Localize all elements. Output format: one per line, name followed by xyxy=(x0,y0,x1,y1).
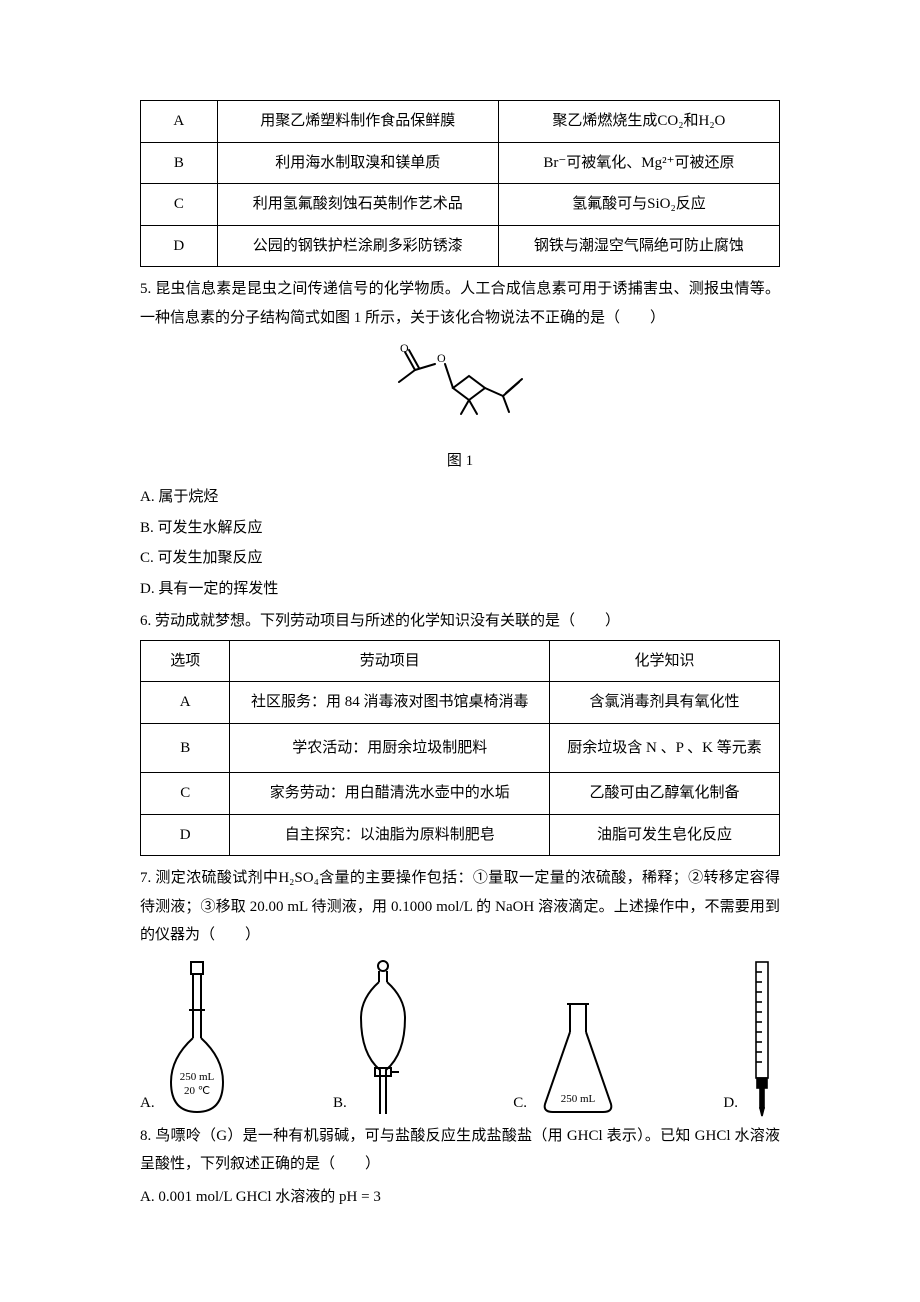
th-opt: 选项 xyxy=(141,640,230,682)
cell-opt: D xyxy=(141,225,218,267)
cell-opt: D xyxy=(141,814,230,856)
opt-letter-c: C. xyxy=(513,1089,527,1118)
q7-opt-d: D. xyxy=(723,958,780,1118)
table-q4: A 用聚乙烯塑料制作食品保鲜膜 聚乙烯燃烧生成CO₂和H₂O B 利用海水制取溴… xyxy=(140,100,780,267)
cell-opt: B xyxy=(141,723,230,773)
opt-letter-a: A. xyxy=(140,1089,155,1118)
volumetric-flask-icon: 250 mL 20 ℃ xyxy=(161,958,233,1118)
q7-opt-b: B. xyxy=(333,958,413,1118)
cell-right: 钢铁与潮湿空气隔绝可防止腐蚀 xyxy=(498,225,779,267)
opt-letter-d: D. xyxy=(723,1089,738,1118)
cell-right: 含氯消毒剂具有氧化性 xyxy=(549,682,779,724)
q5-opt-d: D. 具有一定的挥发性 xyxy=(140,575,780,604)
cell-right: 乙酸可由乙醇氧化制备 xyxy=(549,773,779,815)
cell-right: 厨余垃圾含 N 、P 、K 等元素 xyxy=(549,723,779,773)
table-header-row: 选项 劳动项目 化学知识 xyxy=(141,640,780,682)
cell-left: 自主探究：以油脂为原料制肥皂 xyxy=(230,814,550,856)
svg-text:O: O xyxy=(437,351,446,365)
conical-flask-icon: 250 mL xyxy=(533,998,623,1118)
table-row: B 利用海水制取溴和镁单质 Br⁻可被氧化、Mg²⁺可被还原 xyxy=(141,142,780,184)
table-row: A 用聚乙烯塑料制作食品保鲜膜 聚乙烯燃烧生成CO₂和H₂O xyxy=(141,101,780,143)
page: A 用聚乙烯塑料制作食品保鲜膜 聚乙烯燃烧生成CO₂和H₂O B 利用海水制取溴… xyxy=(0,0,920,1273)
table-row: D 公园的钢铁护栏涂刷多彩防锈漆 钢铁与潮湿空气隔绝可防止腐蚀 xyxy=(141,225,780,267)
cell-left: 家务劳动：用白醋清洗水壶中的水垢 xyxy=(230,773,550,815)
q8-stem: 8. 鸟嘌呤（G）是一种有机弱碱，可与盐酸反应生成盐酸盐（用 GHCl 表示）。… xyxy=(140,1122,780,1179)
flask-a-line1: 250 mL xyxy=(179,1071,214,1083)
cell-left: 利用氢氟酸刻蚀石英制作艺术品 xyxy=(217,184,498,226)
q5-stem: 5. 昆虫信息素是昆虫之间传递信号的化学物质。人工合成信息素可用于诱捕害虫、测报… xyxy=(140,275,780,332)
table-row: C 家务劳动：用白醋清洗水壶中的水垢 乙酸可由乙醇氧化制备 xyxy=(141,773,780,815)
th-right: 化学知识 xyxy=(549,640,779,682)
cell-left: 用聚乙烯塑料制作食品保鲜膜 xyxy=(217,101,498,143)
q5-opt-c: C. 可发生加聚反应 xyxy=(140,544,780,573)
q7-options-row: A. 250 mL 20 ℃ B. xyxy=(140,958,780,1118)
table-q6: 选项 劳动项目 化学知识 A 社区服务：用 84 消毒液对图书馆桌椅消毒 含氯消… xyxy=(140,640,780,857)
q8-opt-a: A. 0.001 mol/L GHCl 水溶液的 pH = 3 xyxy=(140,1183,780,1212)
molecule-icon: O O xyxy=(385,342,535,432)
cell-right: 油脂可发生皂化反应 xyxy=(549,814,779,856)
cell-left: 利用海水制取溴和镁单质 xyxy=(217,142,498,184)
table-row: D 自主探究：以油脂为原料制肥皂 油脂可发生皂化反应 xyxy=(141,814,780,856)
table-row: C 利用氢氟酸刻蚀石英制作艺术品 氢氟酸可与SiO₂反应 xyxy=(141,184,780,226)
q7-opt-c: C. 250 mL xyxy=(513,998,623,1118)
cell-opt: A xyxy=(141,101,218,143)
cell-right: 氢氟酸可与SiO₂反应 xyxy=(498,184,779,226)
cell-opt: B xyxy=(141,142,218,184)
q7-stem: 7. 测定浓硫酸试剂中H₂SO₄含量的主要操作包括：①量取一定量的浓硫酸，稀释；… xyxy=(140,864,780,950)
q5-figure: O O xyxy=(140,342,780,443)
opt-letter-b: B. xyxy=(333,1089,347,1118)
flask-a-line2: 20 ℃ xyxy=(184,1085,210,1097)
q5-fig-caption: 图 1 xyxy=(140,447,780,476)
cell-opt: A xyxy=(141,682,230,724)
cell-opt: C xyxy=(141,184,218,226)
cell-right: 聚乙烯燃烧生成CO₂和H₂O xyxy=(498,101,779,143)
separating-funnel-icon xyxy=(353,958,413,1118)
cell-left: 学农活动：用厨余垃圾制肥料 xyxy=(230,723,550,773)
table-row: B 学农活动：用厨余垃圾制肥料 厨余垃圾含 N 、P 、K 等元素 xyxy=(141,723,780,773)
cell-left: 社区服务：用 84 消毒液对图书馆桌椅消毒 xyxy=(230,682,550,724)
q6-stem: 6. 劳动成就梦想。下列劳动项目与所述的化学知识没有关联的是（ ） xyxy=(140,607,780,636)
cell-right: Br⁻可被氧化、Mg²⁺可被还原 xyxy=(498,142,779,184)
q7-opt-a: A. 250 mL 20 ℃ xyxy=(140,958,233,1118)
table-row: A 社区服务：用 84 消毒液对图书馆桌椅消毒 含氯消毒剂具有氧化性 xyxy=(141,682,780,724)
svg-text:O: O xyxy=(400,342,409,355)
th-left: 劳动项目 xyxy=(230,640,550,682)
cell-left: 公园的钢铁护栏涂刷多彩防锈漆 xyxy=(217,225,498,267)
flask-c-label: 250 mL xyxy=(561,1093,596,1105)
burette-icon xyxy=(744,958,780,1118)
q5-opt-b: B. 可发生水解反应 xyxy=(140,514,780,543)
cell-opt: C xyxy=(141,773,230,815)
q5-opt-a: A. 属于烷烃 xyxy=(140,483,780,512)
